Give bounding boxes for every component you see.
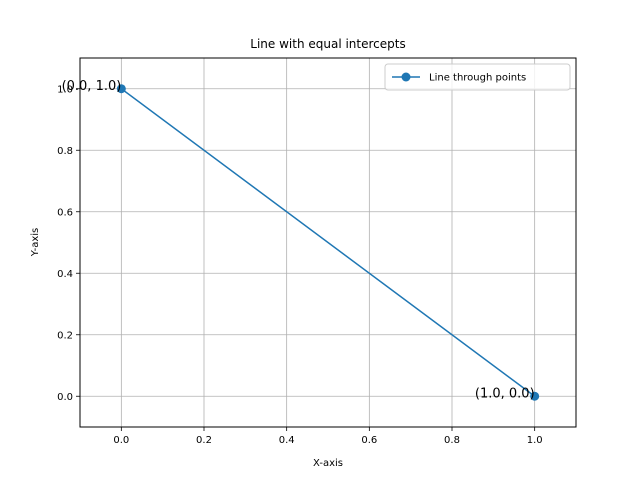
x-tick-label: 0.6: [361, 435, 377, 446]
chart-title: Line with equal intercepts: [250, 37, 405, 51]
ticks: 0.0 0.2 0.4 0.6 0.8 1.0 0.0 0.2 0.4 0.6 0.8 1.0: [57, 84, 543, 446]
legend-marker-swatch: [401, 72, 411, 82]
point-annotation: (0.0, 1.0): [62, 79, 122, 94]
data-point: [116, 84, 126, 94]
legend-box: [384, 63, 571, 91]
y-tick-label: 0.8: [57, 146, 73, 157]
y-tick-label: 0.0: [57, 392, 73, 403]
legend: Line through points: [384, 63, 571, 91]
x-axis-label: X-axis: [313, 458, 343, 469]
y-tick-label: 1.0: [57, 84, 73, 95]
y-tick-label: 0.4: [57, 269, 73, 280]
x-tick-label: 0.4: [279, 435, 295, 446]
y-tick-label: 0.2: [57, 330, 73, 341]
annotations: (0.0, 1.0) (1.0, 0.0): [62, 79, 535, 402]
grid: [80, 58, 576, 427]
data-point: [530, 391, 540, 401]
x-tick-label: 0.8: [444, 435, 460, 446]
y-axis-label: Y-axis: [30, 228, 41, 258]
x-tick-label: 1.0: [527, 435, 543, 446]
series-line: [120, 88, 536, 397]
plot-frame: [79, 57, 577, 428]
x-tick-label: 0.2: [196, 435, 212, 446]
point-annotation: (1.0, 0.0): [475, 386, 535, 401]
legend-label: Line through points: [429, 73, 526, 84]
x-tick-label: 0.0: [113, 435, 129, 446]
y-tick-label: 0.6: [57, 207, 73, 218]
series-layer: [116, 84, 540, 401]
